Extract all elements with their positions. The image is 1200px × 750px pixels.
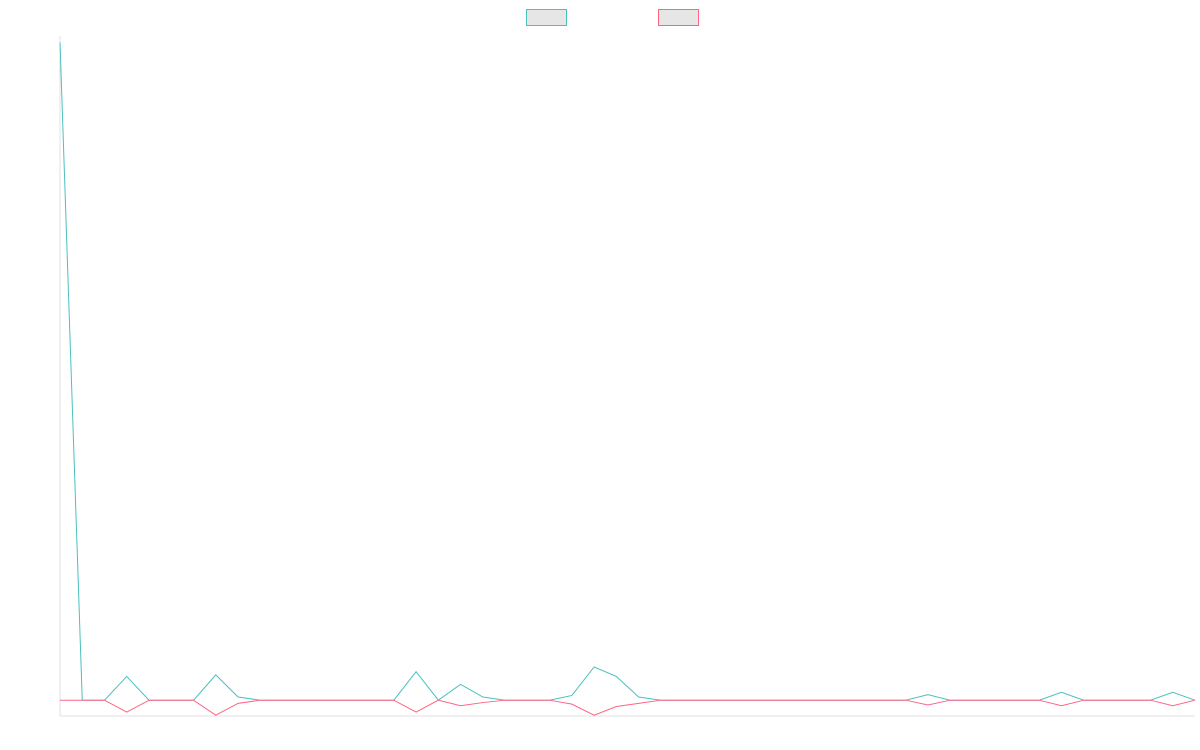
series-layer bbox=[59, 42, 1196, 716]
legend-item-1[interactable] bbox=[526, 9, 567, 26]
series-1-line bbox=[59, 42, 1196, 701]
series-2-line bbox=[60, 699, 1196, 716]
legend-item-2[interactable] bbox=[658, 9, 699, 26]
axes bbox=[59, 36, 1195, 717]
series-2 bbox=[60, 699, 1196, 716]
legend bbox=[526, 9, 699, 26]
legend-swatch bbox=[526, 9, 567, 26]
legend-swatch bbox=[658, 9, 699, 26]
series-1 bbox=[59, 42, 1196, 701]
